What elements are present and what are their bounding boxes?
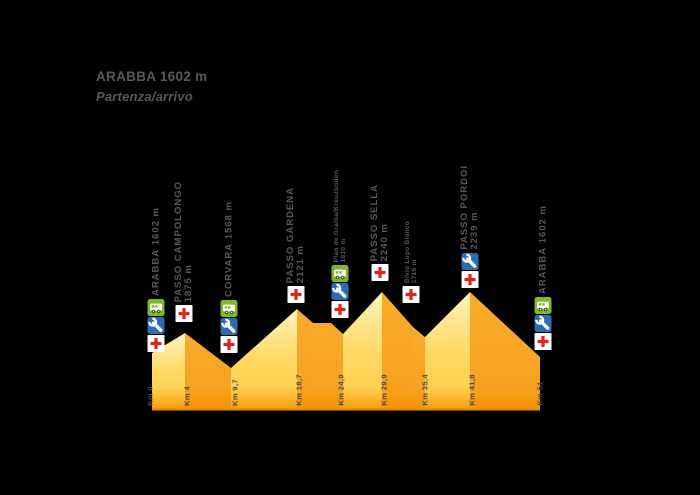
km-label: Km 9,7 (231, 379, 240, 406)
station-service-icons (402, 286, 420, 303)
wrench-icon (147, 317, 165, 334)
title-subtitle: Partenza/arrivo (96, 88, 193, 104)
station-label: PASSO GARDENA 2121 m (285, 187, 306, 283)
station-label: PASSO CAMPOLONGO 1875 m (173, 181, 194, 302)
km-label: Km 29,9 (380, 374, 389, 406)
start-finish-title: ARABBA 1602 m Partenza/arrivo (96, 69, 207, 105)
station-name: CORVARA (223, 242, 235, 297)
km-label: Km 18,7 (295, 374, 304, 406)
km-label-text: Km 24,9 (336, 374, 346, 406)
wrench-icon (461, 253, 479, 270)
red-cross-icon (220, 336, 238, 353)
km-label-text: Km 0 (145, 386, 155, 406)
wrench-icon (331, 283, 349, 300)
refreshment-van-icon (331, 265, 349, 282)
station-service-icons (220, 300, 238, 353)
station-service-icons (461, 253, 479, 288)
station-label: PASSO SELLA 2240 m (369, 184, 390, 261)
red-cross-icon (147, 335, 165, 352)
station-label: ARABBA 1602 m (538, 205, 549, 294)
red-cross-icon (461, 271, 479, 288)
station-service-icons (147, 299, 165, 352)
station-name: Plan de Gralba/Kreuzboden (333, 169, 340, 262)
profile-base-line (152, 408, 540, 411)
station-elevation: 1602 m (150, 206, 162, 246)
km-label-text: Km 9,7 (230, 379, 240, 406)
profile-descent-face (382, 292, 413, 410)
km-label: Km 41,8 (468, 374, 477, 406)
km-label-text: Km 18,7 (294, 374, 304, 406)
station-service-icons (331, 265, 349, 318)
km-label: Km 4 (183, 386, 192, 406)
km-label-text: Km 41,8 (467, 374, 477, 406)
station-label: Plan de Gralba/Kreuzboden 1810 m (333, 170, 347, 262)
station-name: Bivio Lupo Bianco (404, 220, 411, 283)
profile-ascent-face (425, 292, 470, 410)
red-cross-icon (534, 333, 552, 350)
red-cross-icon (287, 286, 305, 303)
station-elevation: 1602 m (537, 204, 549, 244)
station-elevation: 1875 m (183, 263, 194, 302)
km-label: Km 24,9 (337, 374, 346, 406)
profile-ascent-face (343, 292, 382, 410)
km-label-text: Km 35,4 (420, 374, 430, 406)
km-label-text: Km 29,9 (379, 374, 389, 406)
title-location: ARABBA 1602 m (96, 69, 208, 84)
wrench-icon (220, 318, 238, 335)
profile-base-glow (152, 388, 540, 410)
red-cross-icon (402, 286, 420, 303)
km-label-text: Km 4 (182, 386, 192, 406)
station-elevation: 2239 m (469, 211, 480, 250)
red-cross-icon (371, 264, 389, 281)
station-label: CORVARA 1568 m (224, 201, 235, 297)
station-service-icons (371, 264, 389, 281)
wrench-icon (534, 315, 552, 332)
profile-ascent-face (231, 309, 297, 410)
station-elevation: 1568 m (223, 200, 235, 240)
km-label: Km 51 (536, 381, 545, 406)
station-service-icons (534, 297, 552, 350)
refreshment-van-icon (220, 300, 238, 317)
station-elevation: 1715 m (411, 259, 418, 283)
profile-descent-face (297, 309, 313, 410)
station-label: ARABBA 1602 m (151, 207, 162, 296)
refreshment-van-icon (147, 299, 165, 316)
refreshment-van-icon (534, 297, 552, 314)
km-label: Km 35,4 (421, 374, 430, 406)
station-label: Bivio Lupo Bianco 1715 m (404, 221, 418, 283)
station-service-icons (287, 286, 305, 303)
red-cross-icon (175, 305, 193, 322)
red-cross-icon (331, 301, 349, 318)
station-elevation: 2240 m (379, 222, 390, 261)
km-label: Km 0 (146, 386, 155, 406)
station-service-icons (175, 305, 193, 322)
km-label-text: Km 51 (535, 381, 545, 406)
profile-descent-face (470, 292, 540, 410)
station-elevation: 1810 m (340, 238, 347, 262)
station-label: PASSO PORDOI 2239 m (459, 165, 480, 250)
station-name: ARABBA (150, 248, 162, 296)
station-name: ARABBA (537, 246, 549, 294)
station-elevation: 2121 m (295, 244, 306, 283)
